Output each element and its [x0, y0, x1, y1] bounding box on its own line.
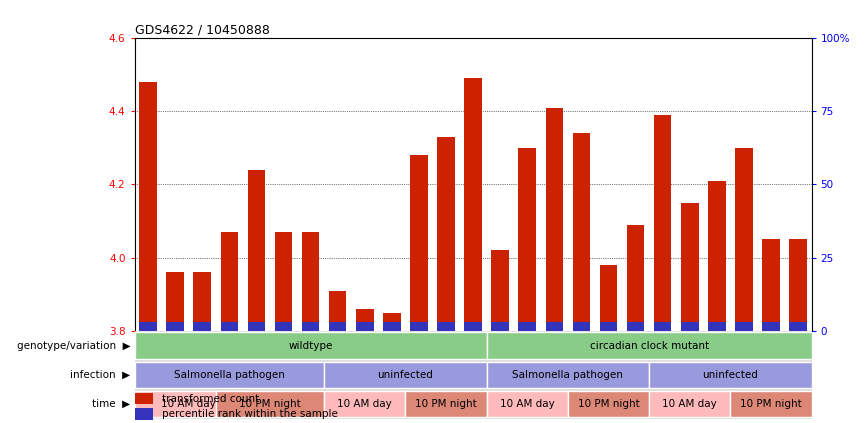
- Text: Salmonella pathogen: Salmonella pathogen: [512, 370, 623, 380]
- Bar: [649, 391, 730, 418]
- Bar: [220, 322, 238, 331]
- Text: infection  ▶: infection ▶: [70, 370, 130, 380]
- Text: 10 PM night: 10 PM night: [740, 399, 802, 409]
- Bar: [324, 362, 487, 388]
- Bar: [649, 362, 812, 388]
- Bar: [735, 322, 753, 331]
- Bar: [568, 391, 649, 418]
- Bar: [762, 322, 779, 331]
- Bar: [329, 291, 346, 331]
- Bar: [735, 148, 753, 331]
- Text: percentile rank within the sample: percentile rank within the sample: [161, 409, 338, 419]
- Text: time  ▶: time ▶: [92, 399, 130, 409]
- Bar: [573, 133, 590, 331]
- Text: transformed count: transformed count: [161, 394, 260, 404]
- Text: 10 PM night: 10 PM night: [239, 399, 301, 409]
- Bar: [247, 170, 266, 331]
- Bar: [247, 322, 266, 331]
- Bar: [573, 322, 590, 331]
- Bar: [545, 322, 563, 331]
- Bar: [600, 265, 617, 331]
- Bar: [410, 322, 428, 331]
- Text: Salmonella pathogen: Salmonella pathogen: [174, 370, 285, 380]
- Bar: [405, 391, 487, 418]
- Bar: [135, 332, 487, 359]
- Text: uninfected: uninfected: [378, 370, 433, 380]
- Bar: [654, 322, 672, 331]
- Bar: [302, 322, 319, 331]
- Bar: [789, 322, 807, 331]
- Bar: [220, 232, 238, 331]
- Bar: [167, 322, 184, 331]
- Text: GDS4622 / 10450888: GDS4622 / 10450888: [135, 24, 269, 37]
- Bar: [518, 322, 536, 331]
- Bar: [789, 239, 807, 331]
- Bar: [627, 322, 644, 331]
- Bar: [383, 322, 401, 331]
- Bar: [167, 272, 184, 331]
- Bar: [437, 322, 455, 331]
- Text: 10 AM day: 10 AM day: [662, 399, 717, 409]
- Bar: [487, 391, 568, 418]
- Bar: [545, 107, 563, 331]
- Bar: [194, 272, 211, 331]
- Bar: [302, 232, 319, 331]
- Bar: [216, 391, 324, 418]
- Bar: [274, 322, 293, 331]
- Bar: [681, 322, 699, 331]
- Bar: [356, 309, 373, 331]
- Text: circadian clock mutant: circadian clock mutant: [589, 341, 708, 351]
- Bar: [654, 115, 672, 331]
- Bar: [410, 155, 428, 331]
- Bar: [600, 322, 617, 331]
- Bar: [518, 148, 536, 331]
- Text: 10 PM night: 10 PM night: [415, 399, 477, 409]
- Bar: [135, 391, 243, 418]
- Bar: [464, 322, 482, 331]
- Bar: [487, 332, 812, 359]
- Bar: [464, 78, 482, 331]
- Text: wildtype: wildtype: [288, 341, 332, 351]
- Bar: [135, 408, 153, 420]
- Bar: [762, 239, 779, 331]
- Bar: [139, 322, 157, 331]
- Bar: [194, 322, 211, 331]
- Bar: [681, 203, 699, 331]
- Bar: [139, 82, 157, 331]
- Bar: [437, 137, 455, 331]
- Text: 10 PM night: 10 PM night: [577, 399, 640, 409]
- Bar: [708, 322, 726, 331]
- Bar: [135, 362, 324, 388]
- Bar: [708, 181, 726, 331]
- Bar: [491, 250, 509, 331]
- Text: 10 AM day: 10 AM day: [500, 399, 555, 409]
- Bar: [329, 322, 346, 331]
- Text: 10 AM day: 10 AM day: [161, 399, 216, 409]
- Bar: [730, 391, 812, 418]
- Bar: [491, 322, 509, 331]
- Bar: [135, 393, 153, 404]
- Bar: [324, 391, 405, 418]
- Bar: [383, 313, 401, 331]
- Bar: [274, 232, 293, 331]
- Bar: [487, 362, 649, 388]
- Text: uninfected: uninfected: [702, 370, 759, 380]
- Bar: [356, 322, 373, 331]
- Text: genotype/variation  ▶: genotype/variation ▶: [16, 341, 130, 351]
- Text: 10 AM day: 10 AM day: [338, 399, 392, 409]
- Bar: [627, 225, 644, 331]
